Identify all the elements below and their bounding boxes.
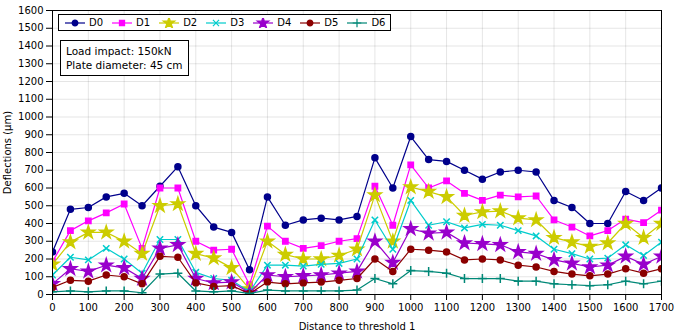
svg-text:400: 400 bbox=[24, 218, 43, 229]
svg-text:500: 500 bbox=[24, 200, 43, 211]
html-text:D3: D3 bbox=[230, 17, 245, 28]
svg-text:300: 300 bbox=[150, 302, 169, 313]
svg-text:700: 700 bbox=[294, 302, 313, 313]
html-text:D5: D5 bbox=[324, 17, 339, 28]
svg-text:1600: 1600 bbox=[18, 5, 43, 16]
svg-text:0: 0 bbox=[37, 289, 43, 300]
svg-text:1200: 1200 bbox=[18, 76, 43, 87]
html-text:D4: D4 bbox=[277, 17, 292, 28]
svg-text:1600: 1600 bbox=[613, 302, 638, 313]
svg-text:400: 400 bbox=[186, 302, 205, 313]
svg-text:1300: 1300 bbox=[505, 302, 530, 313]
html-text:D0: D0 bbox=[89, 17, 104, 28]
svg-text:1500: 1500 bbox=[577, 302, 602, 313]
svg-text:800: 800 bbox=[330, 302, 349, 313]
svg-text:600: 600 bbox=[258, 302, 277, 313]
svg-text:1500: 1500 bbox=[18, 22, 43, 33]
html-text:D2: D2 bbox=[183, 17, 198, 28]
svg-text:0: 0 bbox=[49, 302, 55, 313]
svg-text:700: 700 bbox=[24, 164, 43, 175]
html-text:Load impact: 150kN Plate diame: Load impact: 150kN Plate diameter: 45 cm bbox=[66, 45, 183, 72]
svg-text:100: 100 bbox=[24, 271, 43, 282]
svg-text:500: 500 bbox=[222, 302, 241, 313]
svg-text:200: 200 bbox=[24, 253, 43, 264]
svg-text:1400: 1400 bbox=[18, 40, 43, 51]
svg-text:600: 600 bbox=[24, 182, 43, 193]
svg-text:300: 300 bbox=[24, 235, 43, 246]
svg-text:1100: 1100 bbox=[18, 93, 43, 104]
svg-text:900: 900 bbox=[24, 129, 43, 140]
svg-text:800: 800 bbox=[24, 147, 43, 158]
svg-text:1200: 1200 bbox=[470, 302, 495, 313]
svg-text:1000: 1000 bbox=[18, 111, 43, 122]
svg-text:100: 100 bbox=[79, 302, 98, 313]
html-text:D6: D6 bbox=[371, 17, 386, 28]
svg-text:1700: 1700 bbox=[649, 302, 674, 313]
svg-text:1400: 1400 bbox=[541, 302, 566, 313]
svg-text:1000: 1000 bbox=[398, 302, 423, 313]
svg-text:1300: 1300 bbox=[18, 58, 43, 69]
svg-text:1100: 1100 bbox=[434, 302, 459, 313]
svg-text:900: 900 bbox=[365, 302, 384, 313]
html-text:D1: D1 bbox=[136, 17, 151, 28]
svg-text:200: 200 bbox=[115, 302, 134, 313]
svg-text:Distance to threshold 1: Distance to threshold 1 bbox=[299, 321, 416, 332]
svg-text:Deflections (μm): Deflections (μm) bbox=[2, 111, 13, 194]
